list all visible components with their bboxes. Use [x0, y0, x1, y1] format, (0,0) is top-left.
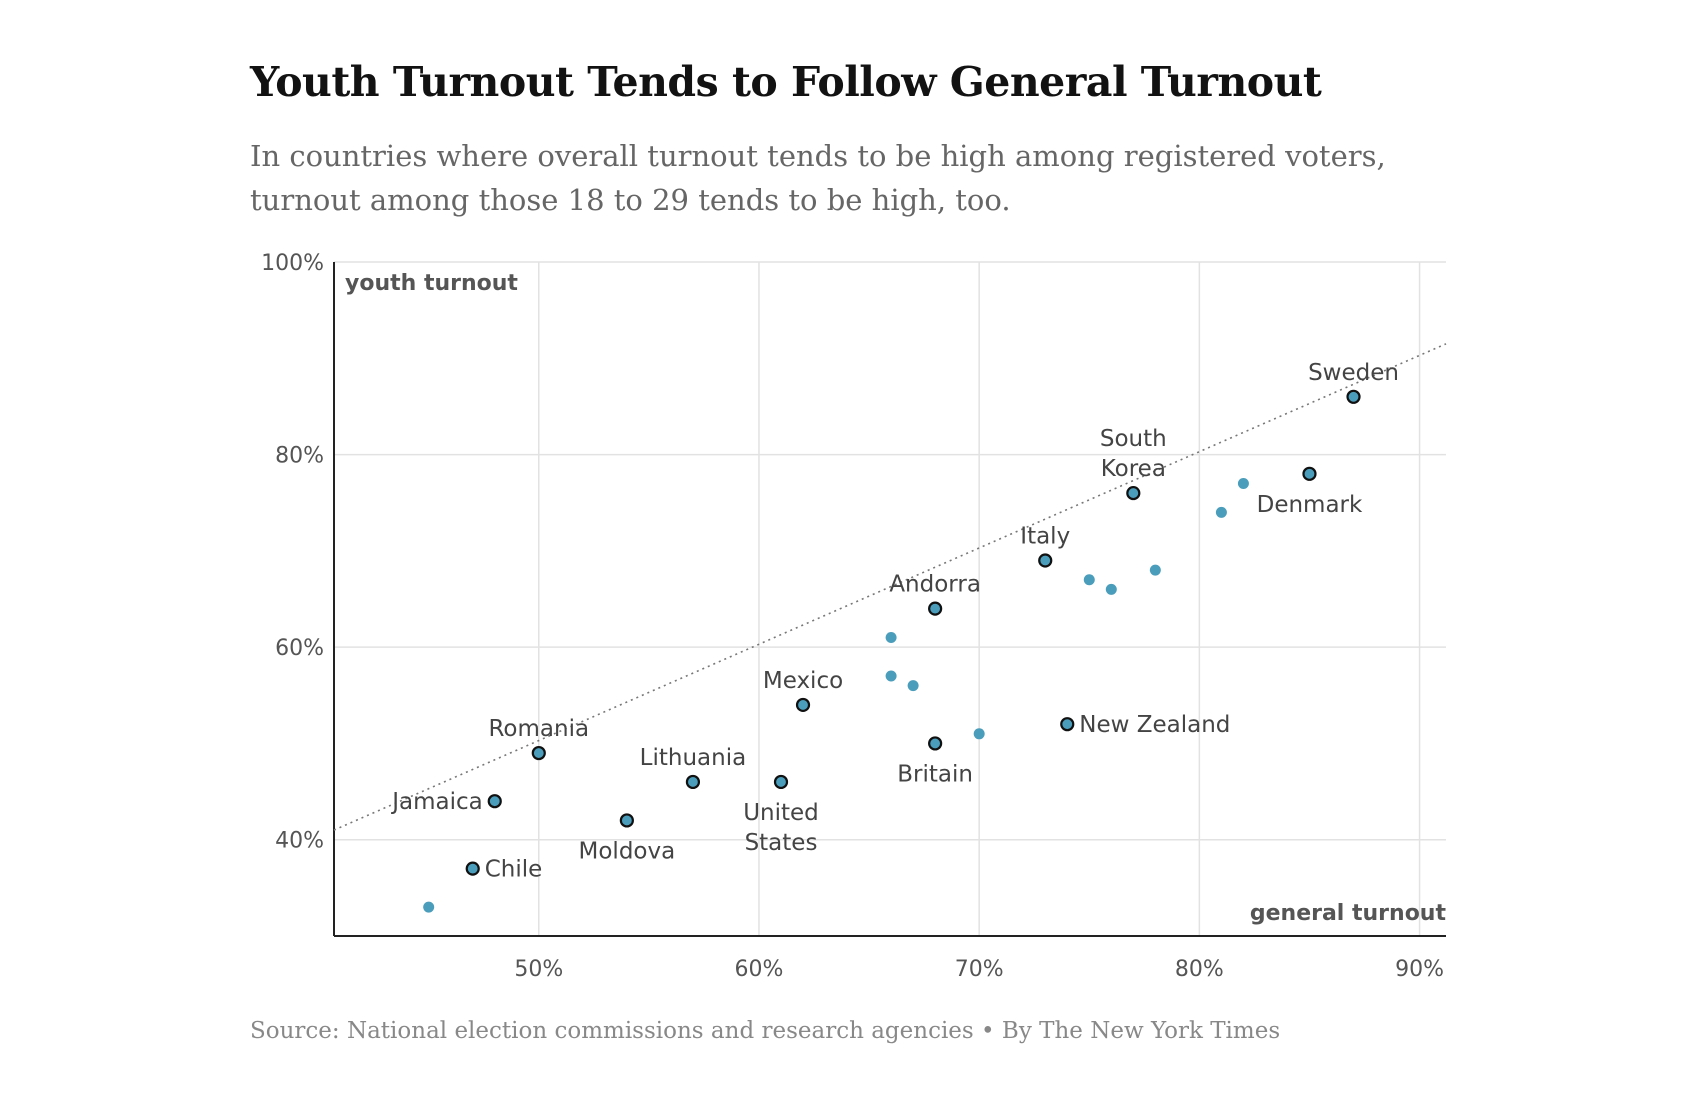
byline: By The New York Times: [1001, 1018, 1281, 1044]
label-andorra: Andorra: [889, 572, 981, 598]
y-tick-label: 100%: [261, 251, 324, 276]
point-chile: [465, 861, 480, 876]
label-mexico: Mexico: [763, 668, 843, 694]
point-denmark: [1302, 466, 1317, 481]
label-moldova: Moldova: [579, 838, 676, 864]
label-new-zealand: New Zealand: [1079, 712, 1230, 738]
y-tick-label: 40%: [275, 829, 324, 854]
label-lithuania: Lithuania: [640, 745, 747, 771]
x-tick-label: 80%: [1175, 957, 1224, 982]
trendline: [333, 343, 1447, 831]
trendline-group: [333, 343, 1447, 831]
footer-separator: •: [981, 1018, 995, 1044]
x-tick-label: 90%: [1395, 957, 1444, 982]
label-denmark: Denmark: [1257, 492, 1363, 518]
point-andorra: [928, 601, 943, 616]
scatter-point: [1149, 564, 1161, 576]
point-united-states: [773, 774, 789, 790]
point-mexico: [795, 697, 811, 713]
point-italy: [1038, 553, 1053, 568]
source-label: Source:: [250, 1018, 340, 1044]
scatter-point: [423, 901, 435, 913]
chart-title: Youth Turnout Tends to Follow General Tu…: [250, 58, 1322, 106]
label-romania: Romania: [488, 716, 589, 742]
data-points: [423, 389, 1361, 913]
label-united-states: United States: [743, 800, 819, 856]
chart-subtitle: In countries where overall turnout tends…: [250, 134, 1430, 222]
label-sweden: Sweden: [1308, 360, 1399, 386]
scatter-point: [1215, 506, 1227, 518]
point-sweden: [1346, 389, 1361, 404]
label-jamaica: Jamaica: [390, 789, 483, 815]
y-axis-title: youth turnout: [345, 271, 518, 296]
point-romania: [531, 745, 546, 761]
point-jamaica: [487, 794, 502, 809]
grid-lines: [334, 261, 1446, 936]
point-britain: [928, 736, 943, 751]
x-tick-label: 50%: [514, 957, 563, 982]
scatter-chart: 50% 60% 70% 80% 90% 40% 60% 80% 100% youth turnou…: [261, 251, 1447, 982]
subtitle-line-1: In countries where overall turnout tends…: [250, 139, 1386, 173]
subtitle-line-2: turnout among those 18 to 29 tends to be…: [250, 183, 1011, 217]
point-new-zealand: [1060, 717, 1075, 732]
label-britain: Britain: [897, 761, 973, 787]
scatter-point: [885, 632, 897, 644]
y-tick-label: 60%: [275, 636, 324, 661]
scatter-point: [1237, 477, 1249, 489]
data-labels: Sweden Denmark South Korea Italy Andorra Mexic…: [390, 360, 1399, 883]
x-tick-label: 70%: [955, 957, 1004, 982]
point-moldova: [619, 813, 634, 828]
scatter-point: [907, 680, 919, 692]
y-tick-label: 80%: [275, 444, 324, 469]
x-axis-title: general turnout: [1250, 901, 1447, 926]
label-italy: Italy: [1020, 523, 1070, 549]
x-tick-label: 60%: [735, 957, 784, 982]
point-lithuania: [685, 774, 701, 790]
axes: 50% 60% 70% 80% 90% 40% 60% 80% 100% youth turnou…: [261, 251, 1446, 982]
scatter-point: [1083, 574, 1095, 586]
chart-footer: Source: National election commissions an…: [250, 1018, 1280, 1044]
label-south-korea: South Korea: [1100, 426, 1167, 482]
label-chile: Chile: [485, 857, 543, 883]
scatter-point: [1105, 583, 1117, 595]
scatter-point: [973, 728, 985, 740]
scatter-point: [885, 670, 897, 682]
source-text: National election commissions and resear…: [346, 1018, 974, 1044]
point-south-korea: [1126, 485, 1141, 501]
